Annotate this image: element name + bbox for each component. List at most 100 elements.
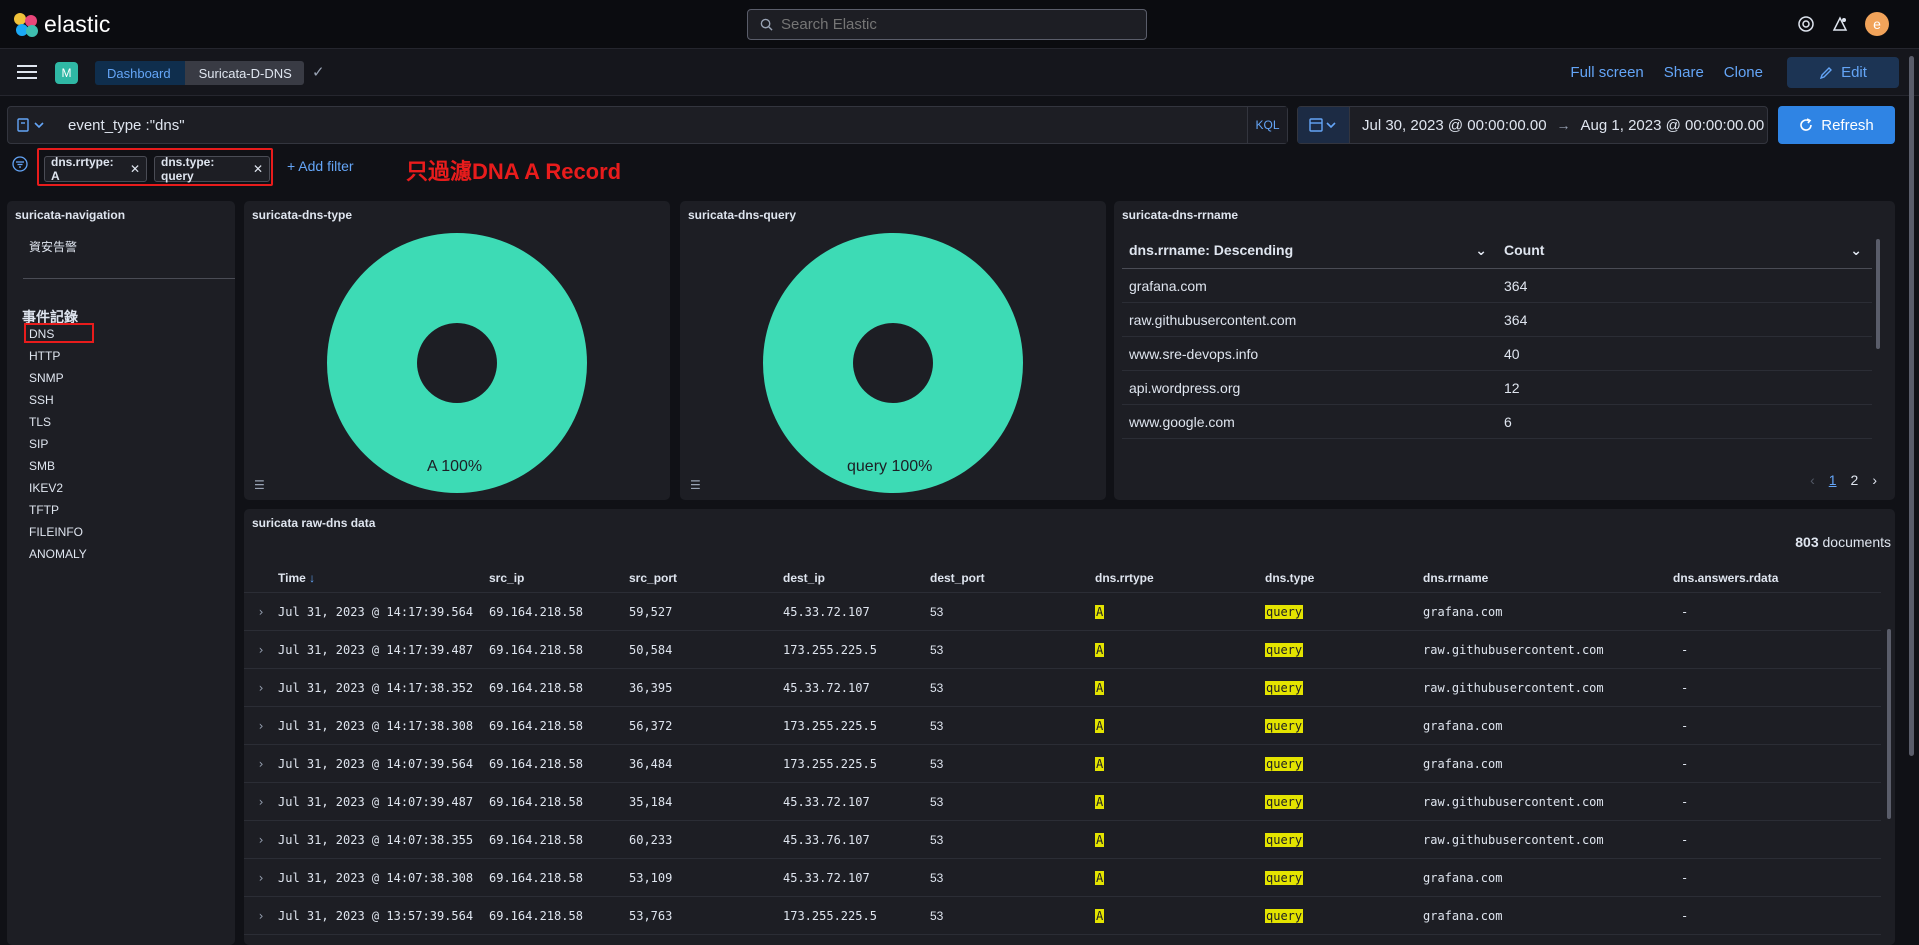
elastic-logo[interactable]: elastic (14, 11, 111, 38)
column-header-src-ip[interactable]: src_ip (489, 570, 525, 585)
help-icon[interactable] (1797, 15, 1815, 33)
page-scrollbar[interactable] (1909, 56, 1914, 756)
user-avatar[interactable]: e (1865, 12, 1889, 36)
column-header-src-port[interactable]: src_port (629, 570, 678, 585)
close-icon[interactable]: ✕ (129, 162, 140, 176)
legend-toggle-icon[interactable]: ☰ (690, 478, 701, 492)
table-row[interactable]: › Jul 31, 2023 @ 13:57:39.564 69.164.218.5… (244, 897, 1881, 935)
column-header-dest-port[interactable]: dest_port (930, 570, 985, 585)
column-header-rrname[interactable]: dns.rrname: Descending ⌄ (1122, 242, 1497, 259)
edit-button[interactable]: Edit (1787, 57, 1899, 88)
type-cell: query (1265, 756, 1423, 771)
chevron-right-icon[interactable]: › (257, 908, 265, 923)
share-button[interactable]: Share (1663, 64, 1704, 81)
src-ip-cell: 69.164.218.58 (489, 870, 583, 885)
chevron-left-icon[interactable]: ‹ (1810, 472, 1815, 488)
table-row[interactable]: › Jul 31, 2023 @ 14:17:38.352 69.164.218.5… (244, 669, 1881, 707)
scrollbar[interactable] (1876, 239, 1880, 349)
pie-hole (853, 323, 933, 403)
nav-link-http[interactable]: HTTP (29, 349, 61, 363)
dest-ip-cell: 173.255.225.5 (783, 642, 877, 657)
elastic-logo-icon (14, 12, 38, 37)
filter-pill-rrtype[interactable]: dns.rrtype: A ✕ (44, 155, 147, 183)
chevron-right-icon[interactable]: › (257, 604, 265, 619)
table-row[interactable]: › Jul 31, 2023 @ 14:07:39.564 69.164.218.5… (244, 745, 1881, 783)
nav-link-sip[interactable]: SIP (29, 437, 49, 451)
table-row[interactable]: www.sre-devops.info 40 (1122, 337, 1872, 371)
nav-link-dns[interactable]: DNS (29, 327, 55, 341)
panel-title: suricata raw-dns data (252, 516, 376, 530)
rrname-cell: raw.githubusercontent.com (1423, 832, 1604, 847)
nav-link-alerts[interactable]: 資安告警 (29, 240, 78, 254)
end-date[interactable]: Aug 1, 2023 @ 00:00:00.00 (1580, 116, 1765, 134)
scrollbar[interactable] (1887, 629, 1891, 819)
table-row[interactable]: › Jul 31, 2023 @ 14:07:38.308 69.164.218.5… (244, 859, 1881, 897)
nav-link-ikev2[interactable]: IKEV2 (29, 481, 64, 495)
column-header-rrtype[interactable]: dns.rrtype (1095, 570, 1154, 585)
table-row[interactable]: api.wordpress.org 12 (1122, 371, 1872, 405)
raw-data-table: Time ↓ src_ip src_port dest_ip dest_port… (244, 563, 1881, 935)
column-header-type[interactable]: dns.type (1265, 570, 1315, 585)
check-icon: ✓ (312, 64, 325, 81)
global-search-input[interactable] (781, 16, 1121, 33)
column-header-label: Time (278, 570, 306, 585)
column-header-rdata[interactable]: dns.answers.rdata (1673, 570, 1779, 585)
chevron-right-icon[interactable]: › (257, 794, 265, 809)
filter-pill-type[interactable]: dns.type: query ✕ (154, 155, 270, 183)
menu-icon[interactable] (17, 65, 37, 79)
saved-query-icon[interactable] (16, 117, 48, 136)
legend-toggle-icon[interactable]: ☰ (254, 478, 265, 492)
nav-link-ssh[interactable]: SSH (29, 393, 54, 407)
table-row[interactable]: › Jul 31, 2023 @ 14:07:38.355 69.164.218.5… (244, 821, 1881, 859)
table-row[interactable]: › Jul 31, 2023 @ 14:07:39.487 69.164.218.5… (244, 783, 1881, 821)
page-1-button[interactable]: 1 (1828, 472, 1837, 488)
filter-menu-icon[interactable] (12, 156, 28, 175)
table-row[interactable]: www.google.com 6 (1122, 405, 1872, 439)
calendar-quick-menu[interactable] (1298, 107, 1350, 143)
global-search[interactable] (747, 9, 1147, 40)
refresh-button[interactable]: Refresh (1778, 106, 1895, 144)
type-cell: query (1265, 718, 1423, 733)
chevron-right-icon[interactable]: › (1872, 472, 1877, 488)
column-header-rrname[interactable]: dns.rrname (1423, 570, 1489, 585)
dest-port-cell: 53 (930, 870, 944, 885)
nav-link-snmp[interactable]: SNMP (29, 371, 64, 385)
close-icon[interactable]: ✕ (252, 162, 263, 176)
table-row[interactable]: grafana.com 364 (1122, 269, 1872, 303)
nav-link-tls[interactable]: TLS (29, 415, 52, 429)
src-port-cell: 36,484 (629, 756, 673, 771)
column-header-count[interactable]: Count ⌄ (1497, 242, 1872, 259)
column-header-dest-ip[interactable]: dest_ip (783, 570, 826, 585)
nav-link-fileinfo[interactable]: FILEINFO (29, 525, 84, 539)
nav-link-anomaly[interactable]: ANOMALY (29, 547, 87, 561)
dns-highlight-box (24, 323, 94, 343)
table-row[interactable]: › Jul 31, 2023 @ 14:17:39.487 69.164.218.5… (244, 631, 1881, 669)
add-filter-button[interactable]: + Add filter (287, 158, 354, 174)
type-cell-highlight: query (1265, 870, 1304, 885)
clone-button[interactable]: Clone (1723, 64, 1763, 81)
breadcrumb-dashboard[interactable]: Dashboard (95, 61, 185, 85)
space-avatar[interactable]: M (55, 62, 78, 84)
start-date[interactable]: Jul 30, 2023 @ 00:00:00.00 (1362, 116, 1547, 134)
table-row[interactable]: › Jul 31, 2023 @ 14:17:39.564 69.164.218.5… (244, 593, 1881, 631)
chevron-right-icon[interactable]: › (257, 718, 265, 733)
chevron-right-icon[interactable]: › (257, 832, 265, 847)
page-2-button[interactable]: 2 (1850, 472, 1859, 488)
table-row[interactable]: raw.githubusercontent.com 364 (1122, 303, 1872, 337)
nav-link-tftp[interactable]: TFTP (29, 503, 59, 517)
time-cell: Jul 31, 2023 @ 14:07:38.355 (278, 832, 474, 847)
chevron-right-icon[interactable]: › (257, 756, 265, 771)
chevron-right-icon[interactable]: › (257, 642, 265, 657)
chevron-right-icon[interactable]: › (257, 680, 265, 695)
news-feed-icon[interactable] (1831, 15, 1849, 33)
dns-query-pie-chart (763, 233, 1023, 493)
table-row[interactable]: › Jul 31, 2023 @ 14:17:38.308 69.164.218.5… (244, 707, 1881, 745)
full-screen-button[interactable]: Full screen (1570, 64, 1644, 81)
dest-port-cell: 53 (930, 642, 944, 657)
query-input[interactable]: event_type :"dns" (68, 117, 185, 134)
column-header-time[interactable]: Time ↓ (278, 571, 489, 585)
rrtype-cell: A (1095, 756, 1265, 771)
query-language-toggle[interactable]: KQL (1247, 107, 1287, 143)
nav-link-smb[interactable]: SMB (29, 459, 56, 473)
chevron-right-icon[interactable]: › (257, 870, 265, 885)
